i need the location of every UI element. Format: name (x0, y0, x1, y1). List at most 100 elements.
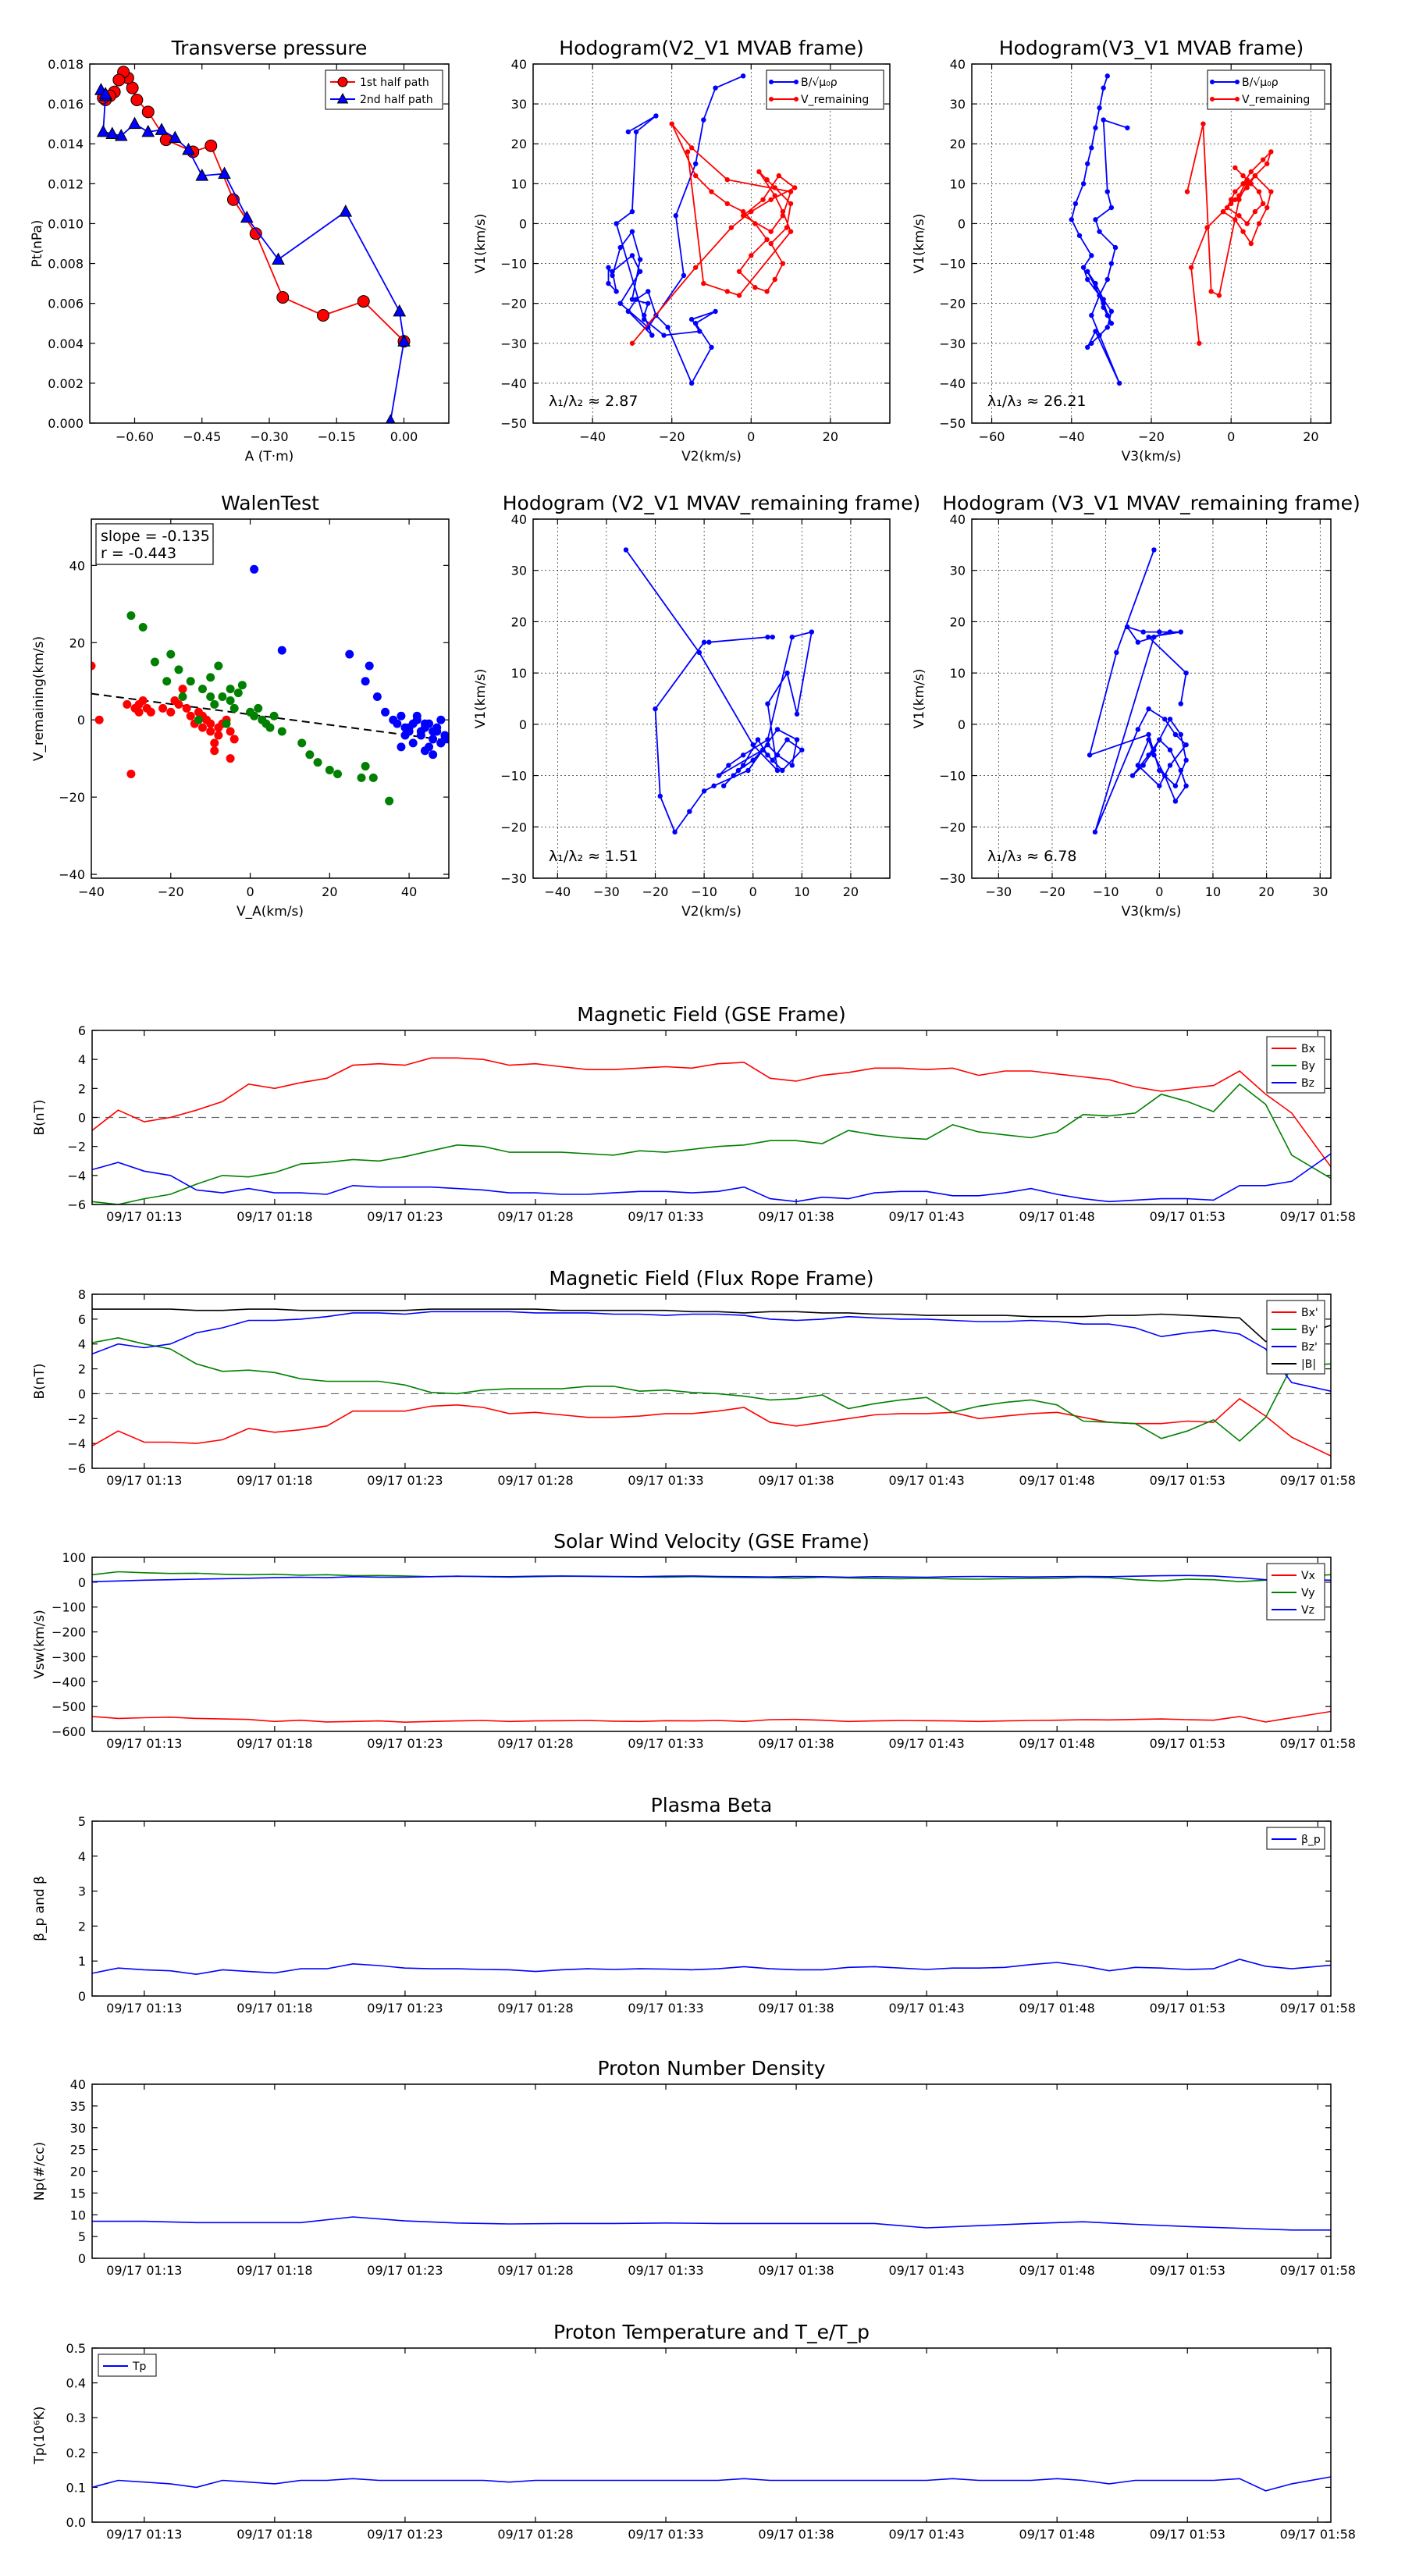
data-point (146, 707, 155, 717)
data-point (780, 208, 786, 215)
data-point (195, 169, 209, 181)
data-point (229, 703, 239, 713)
data-point (317, 309, 329, 322)
y-tick-label: 20 (950, 614, 966, 629)
series-line-By (92, 1083, 1331, 1204)
series-line-Bx- (92, 1397, 1331, 1457)
x-tick-label: 09/17 01:48 (1019, 2263, 1095, 2278)
y-axis-label: Np(#/cc) (32, 2142, 48, 2201)
data-point (158, 703, 168, 713)
data-point (1112, 244, 1119, 251)
data-point (1146, 753, 1151, 758)
legend-label: Bz' (1301, 1341, 1318, 1354)
y-tick-label: 10 (950, 176, 966, 191)
x-tick-label: 09/17 01:53 (1150, 2263, 1225, 2278)
y-tick-label: 5 (78, 1814, 86, 1829)
data-point (1072, 201, 1079, 207)
data-point (408, 738, 418, 748)
data-point (1157, 737, 1162, 742)
plot-frame (532, 63, 891, 424)
data-point (755, 737, 761, 742)
chart-hodo_v3_mvab: −60 −40 −20 0 20 −50 −40 −30 −20 −10 0 10 20 30 40 Hodo… (912, 37, 1332, 464)
data-point (774, 753, 781, 758)
data-point (126, 769, 136, 778)
plot-area (92, 2476, 1331, 2492)
x-tick-label: −30 (593, 884, 620, 899)
y-tick-label: 100 (62, 1550, 86, 1565)
data-point (692, 321, 699, 326)
data-point (736, 269, 742, 274)
data-point (138, 622, 148, 632)
y-tick-label: 0.5 (66, 2341, 86, 2356)
chart-proton_temperature: 09/17 01:13 09/17 01:18 09/17 01:23 09/17 0… (32, 2321, 1356, 2542)
x-tick-label: 09/17 01:48 (1019, 2001, 1095, 2016)
x-tick-label: 09/17 01:53 (1150, 2527, 1225, 2542)
data-point (112, 73, 126, 87)
y-tick-label: 30 (511, 564, 527, 578)
data-point (706, 639, 712, 645)
data-point (799, 747, 805, 753)
x-tick-label: 09/17 01:48 (1019, 1209, 1095, 1224)
x-tick-label: 20 (823, 429, 838, 444)
x-tick-label: 09/17 01:53 (1150, 1209, 1225, 1224)
x-tick-label: 0 (749, 884, 757, 899)
x-tick-label: −0.45 (183, 429, 221, 444)
data-point (1101, 85, 1106, 91)
data-point (653, 113, 659, 119)
x-tick-label: 0.00 (390, 429, 418, 444)
x-tick-label: 09/17 01:53 (1150, 1473, 1225, 1488)
y-tick-label: 8 (78, 1287, 86, 1302)
y-axis-label: V_remaining(km/s) (31, 636, 47, 761)
data-point (222, 719, 231, 728)
data-point (1260, 201, 1266, 207)
chart-title: WalenTest (221, 492, 319, 514)
data-point (1146, 731, 1151, 738)
data-point (214, 731, 223, 740)
x-tick-label: 09/17 01:43 (888, 2263, 964, 2278)
data-point (361, 762, 370, 771)
x-tick-label: 09/17 01:18 (237, 2001, 312, 2016)
data-point (94, 715, 104, 724)
data-point (105, 126, 119, 139)
x-tick-label: 10 (1205, 884, 1221, 899)
data-point (765, 634, 770, 640)
data-point (305, 750, 315, 760)
chart-proton_density: 09/17 01:13 09/17 01:18 09/17 01:23 09/17 0… (32, 2057, 1356, 2278)
x-tick-label: 09/17 01:13 (106, 2001, 182, 2016)
legend-label: Vx (1301, 1570, 1315, 1582)
data-point (1244, 181, 1250, 187)
legend-label: |B| (1301, 1358, 1316, 1371)
y-tick-label: −50 (500, 416, 527, 431)
data-point (789, 763, 795, 768)
data-point (178, 692, 187, 702)
data-point (393, 719, 402, 728)
chart-magnetic_gse: 09/17 01:13 09/17 01:18 09/17 01:23 09/17 0… (32, 1003, 1356, 1224)
data-point (740, 73, 746, 79)
data-point (162, 677, 172, 686)
data-point (1146, 706, 1151, 712)
data-point (1151, 753, 1157, 758)
plot-area (92, 1057, 1331, 1204)
data-point (1092, 829, 1098, 835)
legend-marker (794, 97, 799, 101)
data-point (1076, 233, 1083, 238)
y-tick-label: 30 (950, 564, 966, 578)
x-tick-label: 0 (1227, 429, 1235, 444)
x-tick-label: −20 (1039, 884, 1065, 899)
data-point (1172, 783, 1179, 788)
data-point (1097, 293, 1102, 298)
x-tick-label: 09/17 01:33 (628, 2263, 703, 2278)
data-point (1229, 201, 1234, 207)
data-point (772, 193, 777, 198)
chart-plasma_beta: 09/17 01:13 09/17 01:18 09/17 01:23 09/17 0… (32, 1794, 1356, 2016)
plot-area (92, 2216, 1331, 2231)
x-tick-label: 09/17 01:38 (758, 2527, 834, 2542)
x-tick-label: 09/17 01:18 (237, 1209, 312, 1224)
x-tick-label: 09/17 01:18 (237, 1736, 312, 1751)
x-tick-label: 09/17 01:53 (1150, 2001, 1225, 2016)
series-line-Tp (92, 2476, 1331, 2492)
y-axis-label: V1(km/s) (473, 669, 489, 729)
y-tick-label: 0.012 (48, 176, 84, 191)
data-point (735, 767, 742, 774)
